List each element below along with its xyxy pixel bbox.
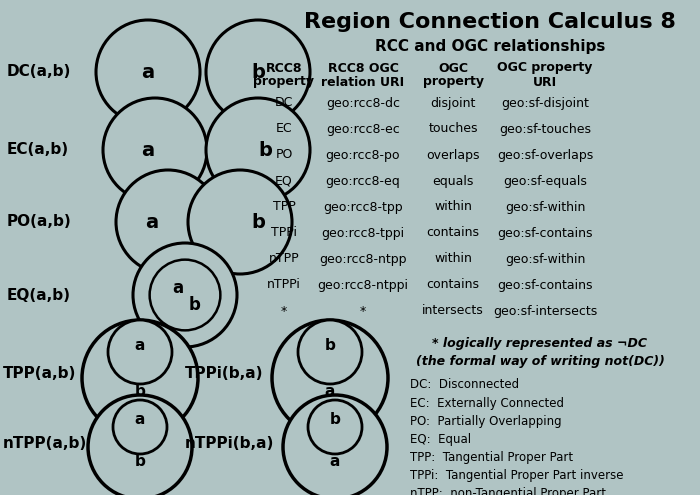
Text: within: within xyxy=(434,252,472,265)
Circle shape xyxy=(206,98,310,202)
Text: b: b xyxy=(330,412,340,428)
Circle shape xyxy=(113,400,167,454)
Text: TPP:  Tangential Proper Part: TPP: Tangential Proper Part xyxy=(410,450,573,463)
Text: property: property xyxy=(423,76,484,89)
Text: OGC: OGC xyxy=(438,61,468,75)
Text: a: a xyxy=(141,141,155,159)
Circle shape xyxy=(150,260,220,330)
Text: TPPi:  Tangential Proper Part inverse: TPPi: Tangential Proper Part inverse xyxy=(410,468,624,482)
Text: geo:rcc8-dc: geo:rcc8-dc xyxy=(326,97,400,109)
Circle shape xyxy=(116,170,220,274)
Text: RCC and OGC relationships: RCC and OGC relationships xyxy=(374,39,606,53)
Text: TPP(a,b): TPP(a,b) xyxy=(3,366,76,382)
Text: a: a xyxy=(135,412,145,428)
Text: geo:sf-within: geo:sf-within xyxy=(505,200,585,213)
Text: geo:sf-intersects: geo:sf-intersects xyxy=(493,304,597,317)
Text: OGC property: OGC property xyxy=(497,61,593,75)
Text: nTPP: nTPP xyxy=(269,252,300,265)
Text: EC(a,b): EC(a,b) xyxy=(7,143,69,157)
Text: nTPPi(b,a): nTPPi(b,a) xyxy=(185,436,274,450)
Text: geo:rcc8-ntpp: geo:rcc8-ntpp xyxy=(319,252,407,265)
Text: TPPi(b,a): TPPi(b,a) xyxy=(185,366,263,382)
Text: a: a xyxy=(146,212,159,232)
Circle shape xyxy=(103,98,207,202)
Text: RCC8 OGC: RCC8 OGC xyxy=(328,61,398,75)
Circle shape xyxy=(272,320,388,436)
Text: * logically represented as ¬DC: * logically represented as ¬DC xyxy=(433,337,648,349)
Text: geo:sf-contains: geo:sf-contains xyxy=(497,279,593,292)
Circle shape xyxy=(308,400,362,454)
Text: overlaps: overlaps xyxy=(426,148,480,161)
Text: geo:rcc8-po: geo:rcc8-po xyxy=(326,148,400,161)
Text: EQ(a,b): EQ(a,b) xyxy=(7,288,71,302)
Text: TPPi: TPPi xyxy=(271,227,297,240)
Text: URI: URI xyxy=(533,76,557,89)
Circle shape xyxy=(96,20,200,124)
Text: Region Connection Calculus 8: Region Connection Calculus 8 xyxy=(304,12,676,32)
Text: geo:sf-overlaps: geo:sf-overlaps xyxy=(497,148,593,161)
Text: PO: PO xyxy=(275,148,293,161)
Text: b: b xyxy=(134,453,146,468)
Text: (the formal way of writing not(DC)): (the formal way of writing not(DC)) xyxy=(416,354,664,367)
Text: b: b xyxy=(134,385,146,399)
Text: intersects: intersects xyxy=(422,304,484,317)
Text: nTPPi: nTPPi xyxy=(267,279,301,292)
Text: b: b xyxy=(189,296,201,314)
Text: EQ: EQ xyxy=(275,175,293,188)
Text: nTPP:  non-Tangential Proper Part: nTPP: non-Tangential Proper Part xyxy=(410,487,606,495)
Text: equals: equals xyxy=(433,175,474,188)
Circle shape xyxy=(108,320,172,384)
Text: b: b xyxy=(325,338,335,352)
Text: geo:sf-touches: geo:sf-touches xyxy=(499,122,591,136)
Text: property: property xyxy=(253,76,314,89)
Circle shape xyxy=(133,243,237,347)
Text: DC: DC xyxy=(275,97,293,109)
Text: geo:sf-disjoint: geo:sf-disjoint xyxy=(501,97,589,109)
Text: contains: contains xyxy=(426,227,480,240)
Text: a: a xyxy=(325,385,335,399)
Text: DC:  Disconnected: DC: Disconnected xyxy=(410,379,519,392)
Text: b: b xyxy=(251,212,265,232)
Text: a: a xyxy=(330,453,340,468)
Text: geo:rcc8-eq: geo:rcc8-eq xyxy=(326,175,400,188)
Text: a: a xyxy=(135,338,145,352)
Circle shape xyxy=(82,320,198,436)
Circle shape xyxy=(88,395,192,495)
Text: contains: contains xyxy=(426,279,480,292)
Text: RCC8: RCC8 xyxy=(266,61,302,75)
Text: geo:rcc8-tpp: geo:rcc8-tpp xyxy=(323,200,402,213)
Text: EQ:  Equal: EQ: Equal xyxy=(410,433,471,446)
Text: geo:rcc8-ec: geo:rcc8-ec xyxy=(326,122,400,136)
Text: geo:sf-contains: geo:sf-contains xyxy=(497,227,593,240)
Circle shape xyxy=(206,20,310,124)
Text: *: * xyxy=(281,304,287,317)
Text: geo:rcc8-ntppi: geo:rcc8-ntppi xyxy=(318,279,409,292)
Circle shape xyxy=(283,395,387,495)
Text: PO(a,b): PO(a,b) xyxy=(7,214,71,230)
Text: nTPP(a,b): nTPP(a,b) xyxy=(3,436,88,450)
Text: a: a xyxy=(172,279,183,297)
Text: TPP: TPP xyxy=(272,200,295,213)
Text: b: b xyxy=(251,62,265,82)
Text: touches: touches xyxy=(428,122,477,136)
Text: *: * xyxy=(360,304,366,317)
Text: disjoint: disjoint xyxy=(430,97,476,109)
Circle shape xyxy=(188,170,292,274)
Circle shape xyxy=(298,320,362,384)
Text: EC: EC xyxy=(276,122,293,136)
Text: b: b xyxy=(258,141,272,159)
Text: relation URI: relation URI xyxy=(321,76,405,89)
Text: geo:rcc8-tppi: geo:rcc8-tppi xyxy=(321,227,405,240)
Text: PO:  Partially Overlapping: PO: Partially Overlapping xyxy=(410,414,561,428)
Text: DC(a,b): DC(a,b) xyxy=(7,64,71,80)
Text: within: within xyxy=(434,200,472,213)
Text: geo:sf-equals: geo:sf-equals xyxy=(503,175,587,188)
Text: a: a xyxy=(141,62,155,82)
Text: geo:sf-within: geo:sf-within xyxy=(505,252,585,265)
Text: EC:  Externally Connected: EC: Externally Connected xyxy=(410,396,564,409)
